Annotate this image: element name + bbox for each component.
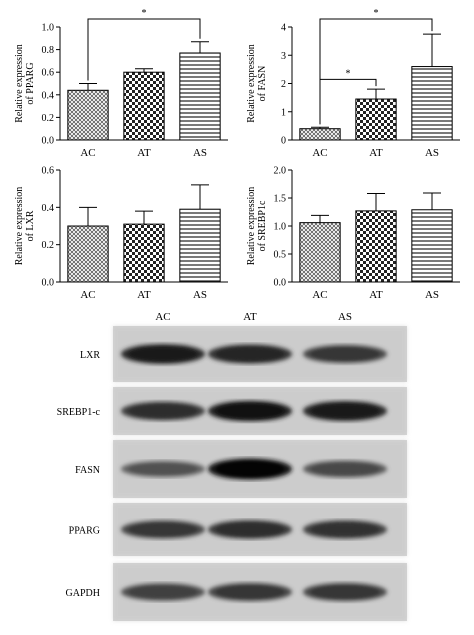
bar-at xyxy=(355,98,397,141)
bar-at xyxy=(355,210,397,283)
blot-row-label: PPARG xyxy=(69,526,100,537)
y-tick-label: 2.0 xyxy=(274,166,287,177)
blot-row-label: LXR xyxy=(80,350,100,361)
blot-band-core xyxy=(129,346,197,362)
x-tick-label: AC xyxy=(312,147,327,159)
x-tick-label: AT xyxy=(137,289,151,301)
x-tick-label: AS xyxy=(425,147,439,159)
y-axis-label: Relative expression xyxy=(14,44,25,123)
blot-band-core xyxy=(311,523,379,536)
blot-band-core xyxy=(129,463,197,475)
y-tick-label: 1.0 xyxy=(274,222,287,233)
x-tick-label: AS xyxy=(425,289,439,301)
bar-as xyxy=(411,66,453,141)
bar-as xyxy=(179,208,221,283)
blot-lane-label: AC xyxy=(155,311,170,323)
y-axis-label: of LXR xyxy=(25,210,36,241)
blot-row-srebp1-c: SREBP1-c xyxy=(57,387,407,435)
blot-band-core xyxy=(311,347,379,361)
blot-row-label: GAPDH xyxy=(66,588,100,599)
y-axis-label: of PPARG xyxy=(25,62,36,104)
y-tick-label: 0.0 xyxy=(274,278,287,289)
y-tick-label: 1.5 xyxy=(274,194,287,205)
y-tick-label: 0 xyxy=(281,136,286,147)
chart-of-pparg: 0.0 0.2 0.4 0.6 0.8 1.0 Relative expression of … xyxy=(14,8,228,159)
y-axis-label: Relative expression xyxy=(246,187,257,266)
bar-at xyxy=(123,223,165,283)
blot-lane-label: AS xyxy=(338,311,352,323)
blot-row-fasn: FASN xyxy=(75,440,407,498)
x-tick-label: AC xyxy=(80,289,95,301)
y-tick-label: 2 xyxy=(281,79,286,90)
x-tick-label: AC xyxy=(312,289,327,301)
bar-as xyxy=(411,209,453,283)
blot-band-core xyxy=(216,585,284,599)
significance-star: * xyxy=(142,8,147,19)
y-axis-label: Relative expression xyxy=(14,187,25,266)
y-tick-label: 0.2 xyxy=(42,113,55,124)
y-tick-label: 0.0 xyxy=(42,278,55,289)
x-tick-label: AT xyxy=(369,147,383,159)
blot-band-core xyxy=(216,523,284,536)
blot-lane-label: AT xyxy=(243,311,257,323)
blot-band-core xyxy=(216,461,284,477)
significance-bracket xyxy=(87,18,201,81)
bar-ac xyxy=(299,222,341,283)
y-tick-label: 1 xyxy=(281,107,286,118)
blot-row-gapdh: GAPDH xyxy=(66,563,407,621)
blot-band-core xyxy=(311,403,379,419)
blot-band-core xyxy=(129,404,197,418)
chart-of-fasn: 0 1 2 3 4 Relative expression of FASN AC AT AS * * xyxy=(246,8,460,159)
y-tick-label: 0.4 xyxy=(42,90,55,101)
blot-band-core xyxy=(129,586,197,598)
bar-as xyxy=(179,52,221,141)
y-tick-label: 0.6 xyxy=(42,68,55,79)
bar-ac xyxy=(67,225,109,283)
y-tick-label: 0.2 xyxy=(42,240,55,251)
y-tick-label: 0.4 xyxy=(42,203,55,214)
bar-at xyxy=(123,71,165,141)
y-tick-label: 4 xyxy=(281,23,286,34)
x-tick-label: AS xyxy=(193,147,207,159)
y-tick-label: 0.8 xyxy=(42,45,55,56)
blot-row-lxr: LXR xyxy=(80,326,407,382)
y-tick-label: 0.5 xyxy=(274,250,287,261)
blot-band-core xyxy=(216,403,284,419)
blot-band-core xyxy=(311,463,379,475)
chart-of-lxr: 0.0 0.2 0.4 0.6 Relative expression of LXR AC A… xyxy=(14,166,228,301)
significance-star: * xyxy=(374,8,379,19)
significance-star: * xyxy=(346,68,351,79)
x-tick-label: AC xyxy=(80,147,95,159)
bar-ac xyxy=(67,89,109,141)
bar-ac xyxy=(299,128,341,141)
y-tick-label: 0.6 xyxy=(42,166,55,177)
x-tick-label: AS xyxy=(193,289,207,301)
significance-bracket xyxy=(319,18,433,125)
x-tick-label: AT xyxy=(369,289,383,301)
blot-row-pparg: PPARG xyxy=(69,503,407,556)
y-tick-label: 1.0 xyxy=(42,23,55,34)
blot-band-core xyxy=(129,523,197,536)
x-tick-label: AT xyxy=(137,147,151,159)
chart-of-srebp1c: 0.0 0.5 1.0 1.5 2.0 Relative expression of SRE… xyxy=(246,166,460,301)
y-axis-label: of SREBP1c xyxy=(257,200,268,251)
y-axis-label: of FASN xyxy=(257,66,268,102)
blot-row-label: FASN xyxy=(75,465,100,476)
blot-row-label: SREBP1-c xyxy=(57,407,101,418)
blot-band-core xyxy=(311,585,379,599)
blot-band-core xyxy=(216,347,284,361)
y-axis-label: Relative expression xyxy=(246,44,257,123)
y-tick-label: 3 xyxy=(281,51,286,62)
y-tick-label: 0.0 xyxy=(42,136,55,147)
